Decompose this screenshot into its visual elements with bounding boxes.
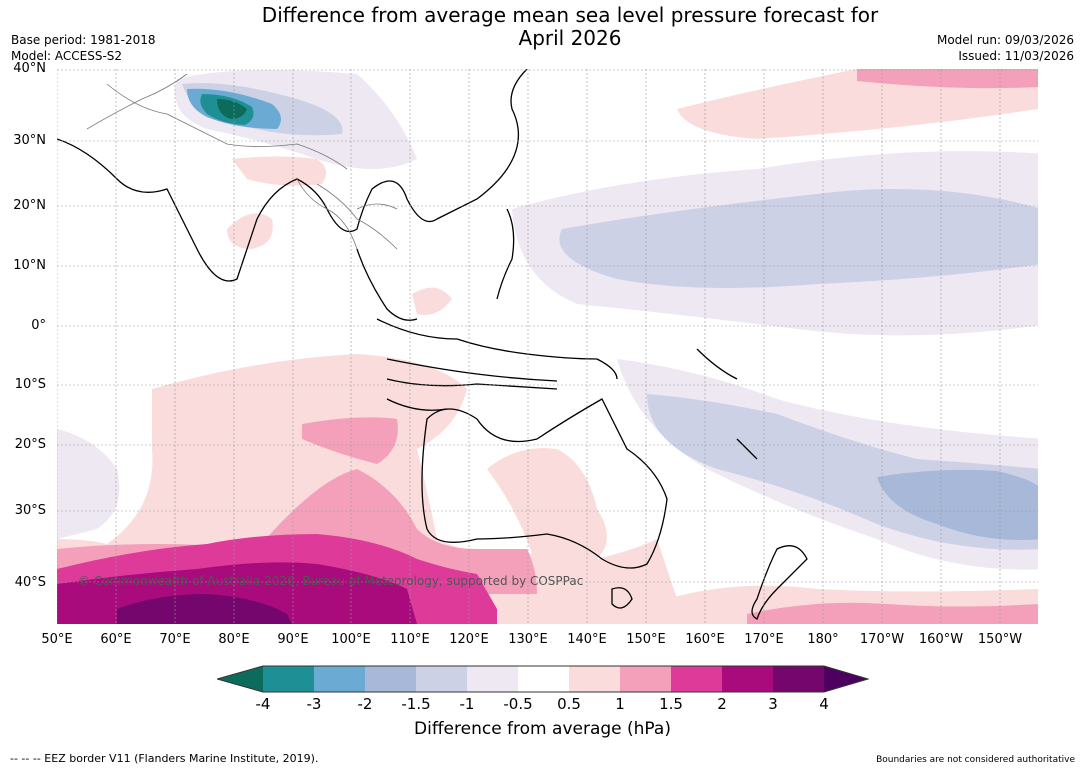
lon-label: 120°E [449,632,489,647]
colorbar-tick: -1 [459,695,475,713]
model-run: Model run: 09/03/2026 [936,33,1074,47]
lat-label: 10°N [13,258,46,273]
colorbar [217,665,869,693]
colorbar-segment [263,666,314,692]
colorbar-tick: -0.5 [503,695,533,713]
copyright-notice: © Commonwealth of Australia 2026, Bureau… [78,574,584,588]
colorbar-tick: 0.5 [557,695,581,713]
lat-label: 30°S [14,503,46,518]
colorbar-tick: -2 [357,695,373,713]
issued-date: Issued: 11/03/2026 [958,49,1074,63]
colorbar-tick: -1.5 [401,695,431,713]
colorbar-tick: 3 [768,695,778,713]
model-name: Model: ACCESS-S2 [11,49,123,63]
lon-label: 170°W [859,632,905,647]
lat-label: 20°N [13,198,46,213]
colorbar-segment [671,666,722,692]
lat-label: 40°N [13,61,46,76]
colorbar-arrow-low [217,666,263,692]
country-borders [86,73,398,250]
colorbar-label: Difference from average (hPa) [414,719,671,739]
lon-label: 150°W [977,632,1023,647]
lon-label: 180° [807,632,839,647]
lat-label: 10°S [14,377,46,392]
colorbar-tick: -3 [306,695,322,713]
lat-label: 0° [31,318,46,333]
lon-label: 60°E [100,632,132,647]
lon-label: 140°E [567,632,607,647]
colorbar-segment [365,666,416,692]
base-period: Base period: 1981-2018 [11,33,156,47]
colorbar-tick: -4 [255,695,271,713]
colorbar-outline [217,665,869,693]
lon-label: 80°E [218,632,250,647]
lon-label: 160°W [918,632,964,647]
colorbar-segment [722,666,773,692]
pressure-anomaly-map [57,69,1038,624]
colorbar-segment [569,666,620,692]
lon-label: 130°E [508,632,548,647]
coastlines [57,69,808,620]
colorbar-tick: 1.5 [659,695,683,713]
positive-anomaly-areas [57,69,1038,624]
lat-label: 30°N [13,133,46,148]
colorbar-segment [773,666,824,692]
lat-label: 40°S [14,575,46,590]
lon-label: 160°E [685,632,725,647]
lon-label: 90°E [277,632,309,647]
lon-label: 100°E [331,632,371,647]
colorbar-arrow-high [824,666,868,692]
colorbar-tick: 2 [717,695,727,713]
colorbar-segment [416,666,467,692]
colorbar-segment [467,666,518,692]
negative-anomaly-areas [57,70,1038,570]
graticule [57,69,1038,624]
colorbar-tick: 1 [615,695,625,713]
colorbar-tick: 4 [819,695,829,713]
chart-title: Difference from average mean sea level p… [261,3,879,50]
lon-label: 110°E [390,632,430,647]
colorbar-segment [518,666,569,692]
lon-label: 70°E [159,632,191,647]
lat-label: 20°S [14,437,46,452]
lon-label: 150°E [626,632,666,647]
eez-note: -- -- -- EEZ border V11 (Flanders Marine… [10,752,319,765]
lon-label: 50°E [41,632,73,647]
lon-label: 170°E [744,632,784,647]
boundaries-note: Boundaries are not considered authoritat… [876,755,1075,765]
colorbar-segment [620,666,671,692]
colorbar-segment [314,666,365,692]
